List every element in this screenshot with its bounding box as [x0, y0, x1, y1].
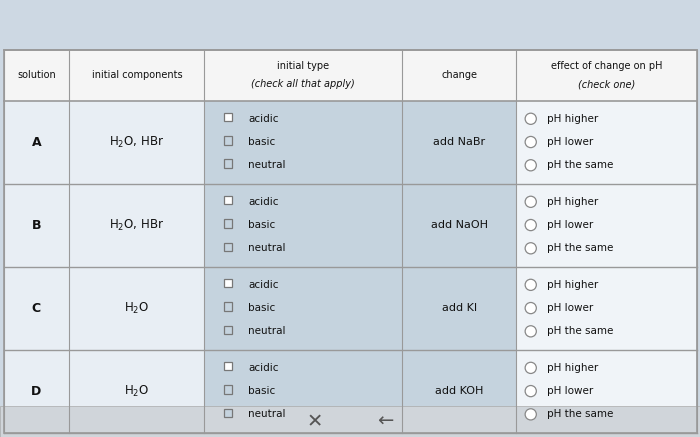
Ellipse shape [525, 113, 536, 125]
Bar [224, 219, 232, 228]
Text: pH lower: pH lower [547, 303, 593, 313]
Bar [517, 184, 696, 267]
Bar [224, 326, 232, 334]
Text: (check all that apply): (check all that apply) [251, 79, 355, 89]
Bar [224, 136, 232, 145]
Ellipse shape [525, 136, 536, 148]
Text: pH higher: pH higher [547, 363, 598, 373]
Text: neutral: neutral [248, 409, 286, 420]
Text: H$_2$O, HBr: H$_2$O, HBr [109, 135, 164, 149]
Text: D: D [32, 385, 41, 398]
Text: pH lower: pH lower [547, 386, 593, 396]
Text: pH lower: pH lower [547, 137, 593, 147]
Bar [4, 101, 69, 184]
Text: basic: basic [248, 137, 275, 147]
Text: C: C [32, 302, 41, 315]
Bar [517, 350, 696, 433]
Text: H$_2$O: H$_2$O [125, 384, 150, 399]
Text: acidic: acidic [248, 280, 279, 290]
Ellipse shape [525, 326, 536, 337]
Text: pH lower: pH lower [547, 220, 593, 230]
Bar [224, 385, 232, 394]
Ellipse shape [525, 409, 536, 420]
Ellipse shape [525, 196, 536, 208]
Bar [402, 267, 517, 350]
Text: neutral: neutral [248, 326, 286, 336]
Text: neutral: neutral [248, 160, 286, 170]
Bar [4, 50, 696, 433]
Bar [224, 243, 232, 251]
Text: acidic: acidic [248, 363, 279, 373]
Bar [69, 350, 204, 433]
Text: initial components: initial components [92, 70, 182, 80]
Text: (check one): (check one) [578, 79, 635, 89]
Text: H$_2$O, HBr: H$_2$O, HBr [109, 218, 164, 232]
Text: pH the same: pH the same [547, 326, 613, 336]
Bar [224, 302, 232, 311]
Bar [224, 279, 232, 288]
Text: basic: basic [248, 386, 275, 396]
Bar [224, 362, 232, 371]
Text: basic: basic [248, 220, 275, 230]
Text: initial type: initial type [277, 61, 329, 71]
Text: add NaOH: add NaOH [430, 220, 488, 230]
Bar [224, 196, 232, 205]
Bar [517, 267, 696, 350]
Text: neutral: neutral [248, 243, 286, 253]
Ellipse shape [525, 362, 536, 374]
Text: H$_2$O: H$_2$O [125, 301, 150, 316]
Text: pH higher: pH higher [547, 197, 598, 207]
Text: A: A [32, 135, 41, 149]
Text: pH the same: pH the same [547, 243, 613, 253]
Bar [224, 113, 232, 121]
Text: add KOH: add KOH [435, 386, 483, 396]
Bar [402, 350, 517, 433]
Text: basic: basic [248, 303, 275, 313]
Bar [4, 267, 69, 350]
Text: B: B [32, 218, 41, 232]
Text: change: change [441, 70, 477, 80]
Ellipse shape [525, 279, 536, 291]
Text: pH the same: pH the same [547, 160, 613, 170]
Bar [204, 184, 402, 267]
Ellipse shape [525, 219, 536, 231]
Ellipse shape [525, 243, 536, 254]
Text: acidic: acidic [248, 114, 279, 124]
Ellipse shape [525, 302, 536, 314]
Ellipse shape [525, 160, 536, 171]
Bar [69, 267, 204, 350]
Text: add NaBr: add NaBr [433, 137, 485, 147]
Text: pH higher: pH higher [547, 114, 598, 124]
Bar [0, 406, 700, 437]
Bar [69, 101, 204, 184]
Bar [69, 184, 204, 267]
Text: pH higher: pH higher [547, 280, 598, 290]
Text: ←: ← [377, 412, 393, 431]
Bar [224, 409, 232, 417]
Bar [204, 267, 402, 350]
Bar [204, 101, 402, 184]
Text: solution: solution [17, 70, 56, 80]
Bar [4, 350, 69, 433]
Bar [4, 50, 696, 101]
Ellipse shape [525, 385, 536, 397]
Bar [402, 101, 517, 184]
Text: add KI: add KI [442, 303, 477, 313]
Text: acidic: acidic [248, 197, 279, 207]
Bar [204, 350, 402, 433]
Bar [4, 184, 69, 267]
Text: effect of change on pH: effect of change on pH [551, 61, 662, 71]
Text: pH the same: pH the same [547, 409, 613, 420]
Text: ✕: ✕ [307, 412, 323, 431]
Bar [224, 160, 232, 168]
Bar [517, 101, 696, 184]
Bar [402, 184, 517, 267]
